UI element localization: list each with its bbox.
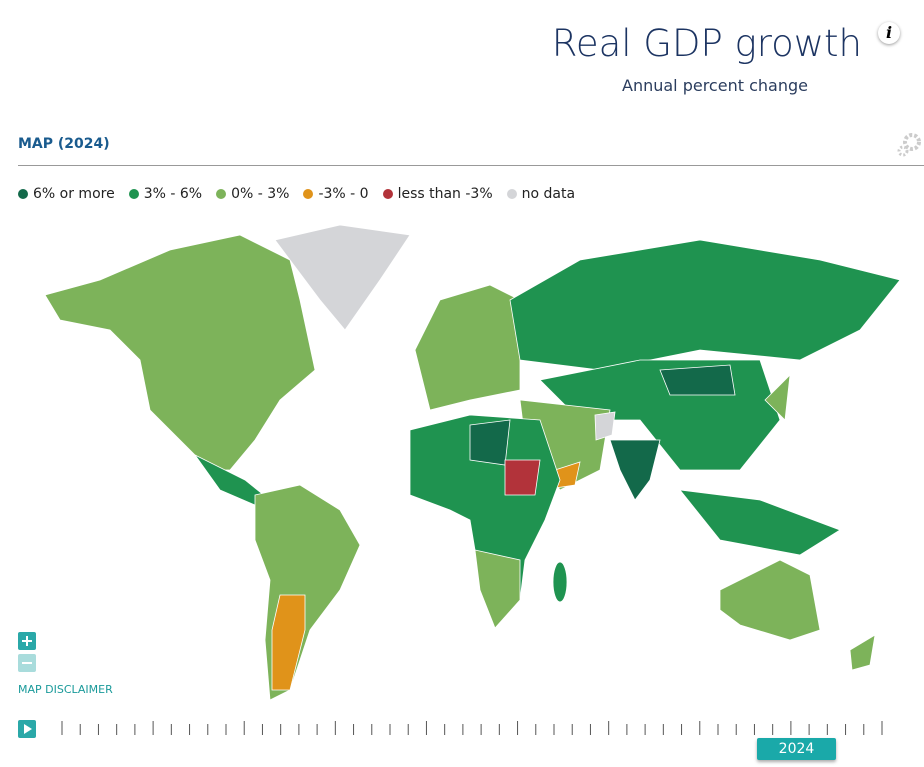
legend-dot bbox=[303, 189, 314, 199]
play-icon bbox=[24, 724, 32, 734]
mongolia[interactable] bbox=[659, 364, 736, 396]
legend-dot bbox=[18, 189, 28, 199]
map-label: MAP (2024) bbox=[18, 136, 110, 152]
north-africa[interactable] bbox=[469, 419, 511, 466]
japan[interactable] bbox=[764, 373, 791, 421]
legend-label: no data bbox=[521, 186, 576, 202]
legend-item[interactable]: less than -3% bbox=[382, 186, 493, 202]
argentina[interactable] bbox=[271, 594, 306, 691]
legend-dot bbox=[128, 189, 139, 199]
legend-item[interactable]: 3% - 6% bbox=[128, 186, 203, 202]
legend-label: less than -3% bbox=[397, 186, 493, 202]
settings-icon[interactable] bbox=[896, 130, 924, 158]
legend-label: -3% - 0 bbox=[318, 186, 369, 202]
legend-item[interactable]: -3% - 0 bbox=[303, 186, 369, 202]
legend-label: 3% - 6% bbox=[143, 186, 203, 202]
legend-item[interactable]: no data bbox=[506, 186, 576, 202]
europe[interactable] bbox=[414, 284, 521, 411]
south-america[interactable] bbox=[254, 484, 361, 701]
new-zealand[interactable] bbox=[849, 634, 876, 671]
divider bbox=[18, 165, 924, 166]
southeast-asia[interactable] bbox=[679, 489, 841, 556]
legend-label: 0% - 3% bbox=[231, 186, 290, 202]
year-badge[interactable]: 2024 bbox=[757, 738, 836, 760]
australia[interactable] bbox=[719, 559, 821, 641]
madagascar[interactable] bbox=[552, 561, 568, 603]
legend-item[interactable]: 0% - 3% bbox=[216, 186, 289, 202]
southern-africa[interactable] bbox=[474, 549, 521, 629]
timeline bbox=[18, 720, 883, 738]
legend: 6% or more 3% - 6% 0% - 3% -3% - 0 less than… bbox=[18, 186, 575, 202]
map-disclaimer[interactable]: MAP DISCLAIMER bbox=[18, 683, 113, 696]
subtitle: Annual percent change bbox=[622, 76, 808, 95]
world-map bbox=[44, 224, 901, 701]
title: Real GDP growth bbox=[551, 22, 862, 65]
zoom-controls bbox=[18, 632, 36, 672]
plus-icon bbox=[22, 636, 32, 646]
legend-item[interactable]: 6% or more bbox=[18, 186, 115, 202]
legend-dot bbox=[382, 189, 393, 199]
north-america[interactable] bbox=[44, 234, 316, 471]
sudan[interactable] bbox=[504, 459, 541, 496]
india[interactable] bbox=[609, 439, 661, 501]
legend-label: 6% or more bbox=[33, 186, 115, 202]
greenland[interactable] bbox=[274, 224, 411, 331]
afghanistan[interactable] bbox=[594, 411, 616, 441]
info-button[interactable]: i bbox=[878, 22, 900, 44]
legend-dot bbox=[506, 189, 517, 199]
russia[interactable] bbox=[509, 239, 901, 371]
legend-dot bbox=[216, 189, 227, 199]
